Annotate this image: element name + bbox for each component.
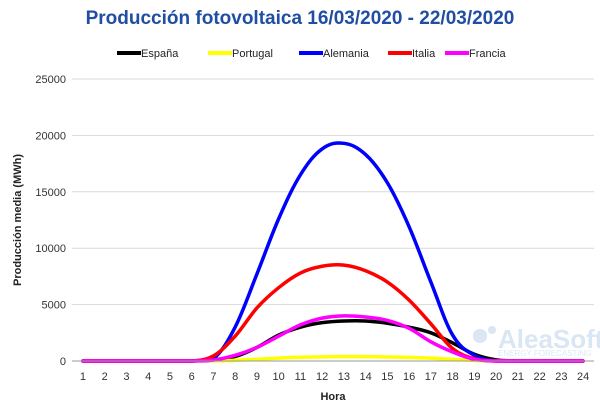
y-tick-label: 0 [60, 356, 66, 368]
x-tick-label: 6 [189, 371, 195, 383]
gridlines [72, 78, 594, 306]
legend-label: España [141, 48, 179, 60]
x-tick-label: 16 [403, 371, 415, 383]
y-axis-ticks: 0 5000 10000 15000 20000 25000 [35, 74, 66, 368]
x-tick-label: 7 [210, 371, 216, 383]
watermark-brand: AleaSoft [498, 324, 600, 354]
x-tick-label: 21 [512, 371, 524, 383]
x-tick-label: 3 [123, 371, 129, 383]
y-tick-label: 25000 [35, 74, 66, 86]
x-axis-label: Hora [320, 391, 346, 403]
x-tick-label: 9 [254, 371, 260, 383]
legend-label: Portugal [232, 48, 273, 60]
legend-label: Francia [469, 48, 507, 60]
x-tick-label: 14 [360, 371, 372, 383]
y-tick-label: 15000 [35, 187, 66, 199]
legend-label: Italia [412, 48, 436, 60]
x-tick-label: 4 [145, 371, 151, 383]
x-tick-label: 8 [232, 371, 238, 383]
x-tick-label: 17 [425, 371, 437, 383]
x-tick-label: 18 [447, 371, 459, 383]
x-tick-label: 15 [381, 371, 393, 383]
watermark-tagline: ENERGY FORECASTING [498, 349, 592, 358]
x-tick-label: 19 [468, 371, 480, 383]
x-tick-label: 1 [80, 371, 86, 383]
y-tick-label: 10000 [35, 243, 66, 255]
x-tick-label: 24 [577, 371, 589, 383]
x-tick-label: 2 [102, 371, 108, 383]
x-tick-label: 20 [490, 371, 502, 383]
x-tick-label: 5 [167, 371, 173, 383]
x-tick-label: 22 [534, 371, 546, 383]
legend-label: Alemania [323, 48, 370, 60]
y-tick-label: 5000 [42, 300, 66, 312]
x-tick-label: 12 [316, 371, 328, 383]
x-axis-ticks: 1 2 3 4 5 6 7 8 9 10 11 12 13 14 15 16 17 18 19 20 21 22 23 24 [80, 371, 589, 383]
y-tick-label: 20000 [35, 130, 66, 142]
x-tick-label: 23 [555, 371, 567, 383]
x-tick-label: 13 [338, 371, 350, 383]
x-tick-label: 10 [273, 371, 285, 383]
chart-title: Producción fotovoltaica 16/03/2020 - 22/… [85, 8, 515, 29]
y-axis-label: Producción media (MWh) [12, 154, 24, 286]
legend: España Portugal Alemania Italia Francia [117, 48, 507, 60]
watermark-logo: AleaSoft ENERGY FORECASTING [473, 324, 600, 358]
x-tick-label: 11 [295, 371, 306, 383]
